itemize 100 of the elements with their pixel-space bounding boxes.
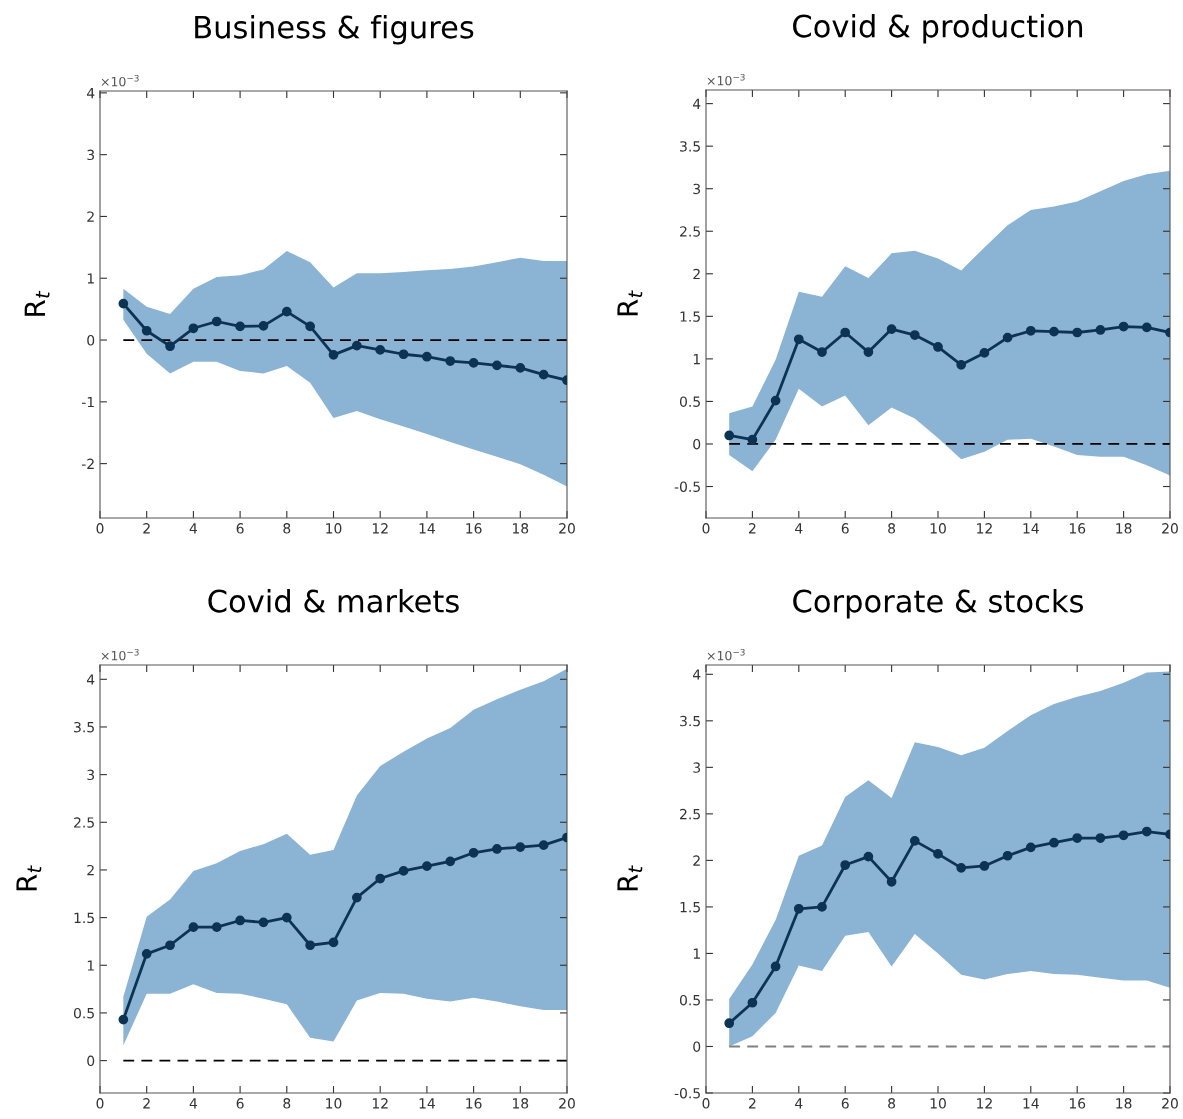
x-tick-label: 2 <box>143 1098 150 1109</box>
y-axis-title: R$_{t}$ <box>617 290 643 316</box>
point <box>492 360 502 371</box>
point <box>165 341 175 352</box>
point <box>235 915 245 926</box>
x-tick-label: 14 <box>1023 523 1039 534</box>
point <box>1049 837 1059 848</box>
y-tick-label: -0.5 <box>674 481 700 492</box>
point <box>956 359 967 370</box>
point <box>468 358 479 368</box>
point <box>141 325 152 336</box>
point <box>258 320 269 331</box>
x-tick-label: 10 <box>930 1098 946 1109</box>
point <box>793 334 804 345</box>
point <box>863 347 874 357</box>
x-tick-label: 6 <box>841 1098 849 1109</box>
y-tick-label: -0.5 <box>674 1087 700 1099</box>
y-tick-label: 2.5 <box>74 817 94 828</box>
y-tick-label: 0.5 <box>73 1007 94 1019</box>
y-tick-label: 2 <box>87 211 94 222</box>
y-tick-label: 1.5 <box>680 902 700 913</box>
point <box>817 347 827 357</box>
point <box>305 940 316 951</box>
y-tick-label: 0 <box>693 1041 701 1052</box>
x-tick-label: 2 <box>143 523 150 534</box>
x-tick-label: 18 <box>1116 523 1132 534</box>
x-tick-label: 12 <box>372 523 388 534</box>
y-tick-label: 3.5 <box>680 141 700 152</box>
x-tick-label: 18 <box>1116 1098 1132 1109</box>
x-tick-label: 12 <box>977 523 992 534</box>
x-tick-label: 12 <box>977 1098 992 1109</box>
y-tick-label: 2 <box>87 864 94 876</box>
point <box>747 997 758 1008</box>
x-tick-label: 6 <box>841 523 849 534</box>
point <box>1025 842 1036 853</box>
x-tick-label: 10 <box>326 523 342 534</box>
x-tick-label: 10 <box>930 523 946 534</box>
x-tick-label: 14 <box>419 1098 435 1109</box>
point <box>1095 833 1106 843</box>
point <box>375 345 386 355</box>
x-tick-label: 16 <box>1069 1098 1086 1109</box>
text: ×10$^{−3}$ <box>101 74 139 87</box>
y-tick-label: 1.5 <box>74 912 94 924</box>
y-tick-label: 3 <box>693 183 701 195</box>
x-tick-label: 4 <box>189 523 198 534</box>
point <box>445 856 456 867</box>
point <box>398 349 409 360</box>
point <box>375 873 386 884</box>
point <box>724 430 735 441</box>
x-tick-label: 0 <box>702 1098 710 1109</box>
point <box>305 321 316 332</box>
point <box>817 902 827 912</box>
point <box>1002 850 1013 861</box>
point <box>538 369 549 380</box>
point <box>1141 826 1152 837</box>
point <box>281 912 292 923</box>
y-tick-label: 1 <box>87 273 94 284</box>
y-axis-title: R$_{t}$ <box>617 865 643 891</box>
x-tick-label: 0 <box>96 1098 104 1109</box>
x-tick-label: 16 <box>1069 523 1086 534</box>
point <box>933 849 943 859</box>
y-tick-label: 1 <box>693 354 700 365</box>
point <box>188 922 199 932</box>
x-tick-label: 14 <box>1023 1098 1039 1109</box>
y-tick-label: 2 <box>693 855 700 866</box>
point <box>793 903 804 914</box>
point <box>351 340 362 351</box>
x-tick-label: 6 <box>236 1098 244 1109</box>
chart-title: Corporate & stocks <box>793 589 1084 619</box>
point <box>165 940 175 951</box>
point <box>515 362 526 373</box>
point <box>235 321 245 332</box>
x-tick-label: 0 <box>702 523 710 534</box>
y-tick-label: -2 <box>81 458 94 469</box>
point <box>840 327 851 338</box>
x-tick-label: 10 <box>326 1098 342 1109</box>
point <box>211 316 222 327</box>
point <box>979 861 990 871</box>
y-tick-label: 0.5 <box>679 396 700 407</box>
y-tick-label: 0.5 <box>679 994 700 1006</box>
point <box>188 323 199 334</box>
point <box>1118 321 1129 332</box>
y-tick-label: 4 <box>86 674 95 685</box>
x-tick-label: 12 <box>372 1098 388 1109</box>
x-tick-label: 8 <box>283 1098 291 1109</box>
x-tick-label: 4 <box>795 523 803 534</box>
point <box>1049 326 1059 337</box>
x-tick-label: 20 <box>1162 1098 1178 1109</box>
y-tick-label: 1 <box>87 960 94 971</box>
point <box>422 861 432 871</box>
point <box>351 892 362 903</box>
y-tick-label: 0 <box>87 335 95 346</box>
x-tick-label: 2 <box>749 523 756 534</box>
point <box>445 356 456 366</box>
x-tick-label: 18 <box>512 1098 529 1109</box>
y-tick-label: 3.5 <box>680 715 700 727</box>
point <box>909 330 920 340</box>
point <box>258 917 269 928</box>
x-tick-label: 2 <box>749 1098 756 1109</box>
point <box>886 324 897 334</box>
